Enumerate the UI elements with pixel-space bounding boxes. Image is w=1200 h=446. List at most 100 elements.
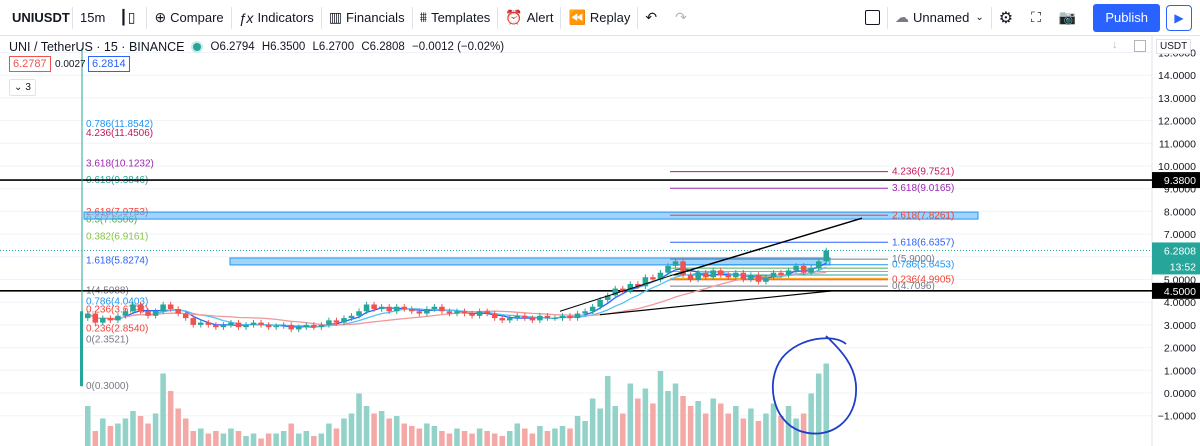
financials-label: Financials	[346, 10, 405, 25]
y-tick-label: 0.0000	[1164, 388, 1196, 400]
fib-label-left: 0.236(2.8540)	[86, 323, 148, 334]
bar-style-button[interactable]: ┃▯	[112, 0, 146, 36]
spike-body	[80, 311, 83, 387]
plus-circle-icon: ⊕	[154, 9, 167, 25]
gear-icon: ⚙	[998, 9, 1014, 27]
candle-body	[740, 272, 747, 280]
fullscreen-rect-button[interactable]	[858, 0, 887, 36]
candle-body	[348, 315, 355, 319]
divider	[497, 6, 499, 29]
volume-bar	[733, 406, 739, 446]
fib-label-right: 1(5.9000)	[892, 254, 935, 265]
candle-body	[506, 318, 513, 321]
volume-bar	[612, 406, 619, 446]
candle-body	[137, 304, 144, 312]
ma-slow-line	[87, 271, 827, 326]
volume-bar	[250, 433, 257, 446]
volume-bar	[288, 423, 294, 446]
volume-bar	[92, 431, 99, 446]
fib-label-left: 0(0.3000)	[86, 381, 129, 392]
candle-body	[416, 311, 423, 314]
volume-bar	[265, 433, 272, 446]
trend-line-lower	[599, 290, 833, 316]
interval-select[interactable]: 15m	[80, 10, 106, 25]
candle-body	[710, 270, 716, 278]
volume-bar	[755, 421, 762, 446]
candle-body	[295, 327, 302, 330]
horizontal-line-price: 4.5000	[1164, 286, 1196, 298]
symbol-search[interactable]: UNIUSDT	[12, 10, 70, 25]
rewind-icon: ⏪	[568, 9, 586, 25]
candle-body	[100, 318, 106, 323]
volume-bar	[537, 426, 543, 446]
redo-button[interactable]: ↷	[668, 0, 698, 36]
snapshot-button[interactable]: 📷	[1052, 0, 1087, 36]
price-chart[interactable]: 16.000015.000014.000013.000012.000011.00…	[0, 36, 1200, 446]
candle-body	[130, 304, 136, 312]
replay-button[interactable]: ⏪ Replay	[561, 0, 637, 36]
candle-body	[409, 309, 415, 312]
fib-label-left: 0.786(4.0403)	[86, 296, 148, 307]
templates-button[interactable]: ⩩ Templates	[413, 0, 498, 36]
divider	[146, 6, 148, 29]
volume-bar	[416, 428, 423, 446]
volume-bar	[295, 433, 302, 446]
fib-label-left: 3.618(10.1232)	[86, 158, 154, 169]
y-tick-label: 8.0000	[1164, 206, 1196, 218]
candle-body	[446, 311, 453, 314]
volume-bar	[235, 431, 242, 446]
y-tick-label: 16.0000	[1158, 36, 1196, 37]
currency-label[interactable]: USDT	[1156, 39, 1192, 54]
volume-bar	[431, 426, 438, 446]
volume-bar	[650, 403, 656, 446]
layout-select[interactable]: ☁ Unnamed ⌄	[888, 0, 991, 36]
fib-label-right: 0.236(4.9905)	[892, 275, 954, 286]
candle-body	[800, 265, 807, 273]
financials-button[interactable]: ▥ Financials	[322, 0, 412, 36]
candle-body	[258, 322, 264, 325]
volume-bar	[378, 411, 385, 446]
candle-body	[567, 315, 573, 319]
candle-body	[537, 315, 543, 321]
settings-button[interactable]: ⚙	[992, 0, 1024, 36]
candle-body	[642, 277, 649, 287]
volume-bar	[363, 406, 370, 446]
fullscreen-button[interactable]: ⛶	[1024, 0, 1052, 36]
buy-price-button[interactable]: 6.2814	[88, 56, 130, 72]
candle-body	[695, 272, 701, 280]
candle-body	[85, 313, 91, 319]
candles-icon: ┃▯	[119, 9, 136, 25]
volume-bar	[793, 418, 799, 446]
volume-bar	[506, 431, 513, 446]
candle-body	[318, 324, 325, 328]
publish-button[interactable]: Publish	[1093, 3, 1160, 32]
volume-bar	[326, 423, 332, 446]
volume-bar	[85, 406, 91, 446]
compare-button[interactable]: ⊕ Compare	[147, 0, 230, 36]
divider	[887, 6, 888, 29]
bar-countdown: 13:52	[1170, 261, 1196, 273]
maximize-icon[interactable]	[1134, 40, 1146, 52]
chevron-down-icon: ⌄	[975, 12, 984, 23]
play-button[interactable]: ▶	[1166, 4, 1192, 31]
last-price-value: 6.2808	[1164, 245, 1196, 257]
candle-body	[665, 265, 671, 273]
candle-body	[522, 315, 528, 319]
undo-button[interactable]: ↶	[638, 0, 668, 36]
candle-body	[122, 311, 129, 316]
horizontal-line-price-tag	[1152, 282, 1200, 299]
volume-bar	[393, 416, 400, 446]
y-tick-label: 10.0000	[1158, 161, 1196, 173]
scroll-down-icon[interactable]: ↓	[1112, 39, 1118, 51]
divider	[560, 6, 562, 29]
indicators-button[interactable]: ƒx Indicators	[232, 0, 321, 36]
volume-bar	[341, 418, 347, 446]
alert-button[interactable]: ⏰ Alert	[498, 0, 560, 36]
chevron-down-icon: ⌄	[14, 82, 23, 93]
indicators-collapse-button[interactable]: ⌄ 3	[9, 79, 36, 96]
y-tick-label: 13.0000	[1158, 93, 1196, 105]
fib-label-right: 0(4.7096)	[892, 281, 935, 292]
sell-price-button[interactable]: 6.2787	[9, 56, 51, 72]
spread-value: 0.0027	[55, 59, 86, 70]
volume-bar	[100, 418, 106, 446]
